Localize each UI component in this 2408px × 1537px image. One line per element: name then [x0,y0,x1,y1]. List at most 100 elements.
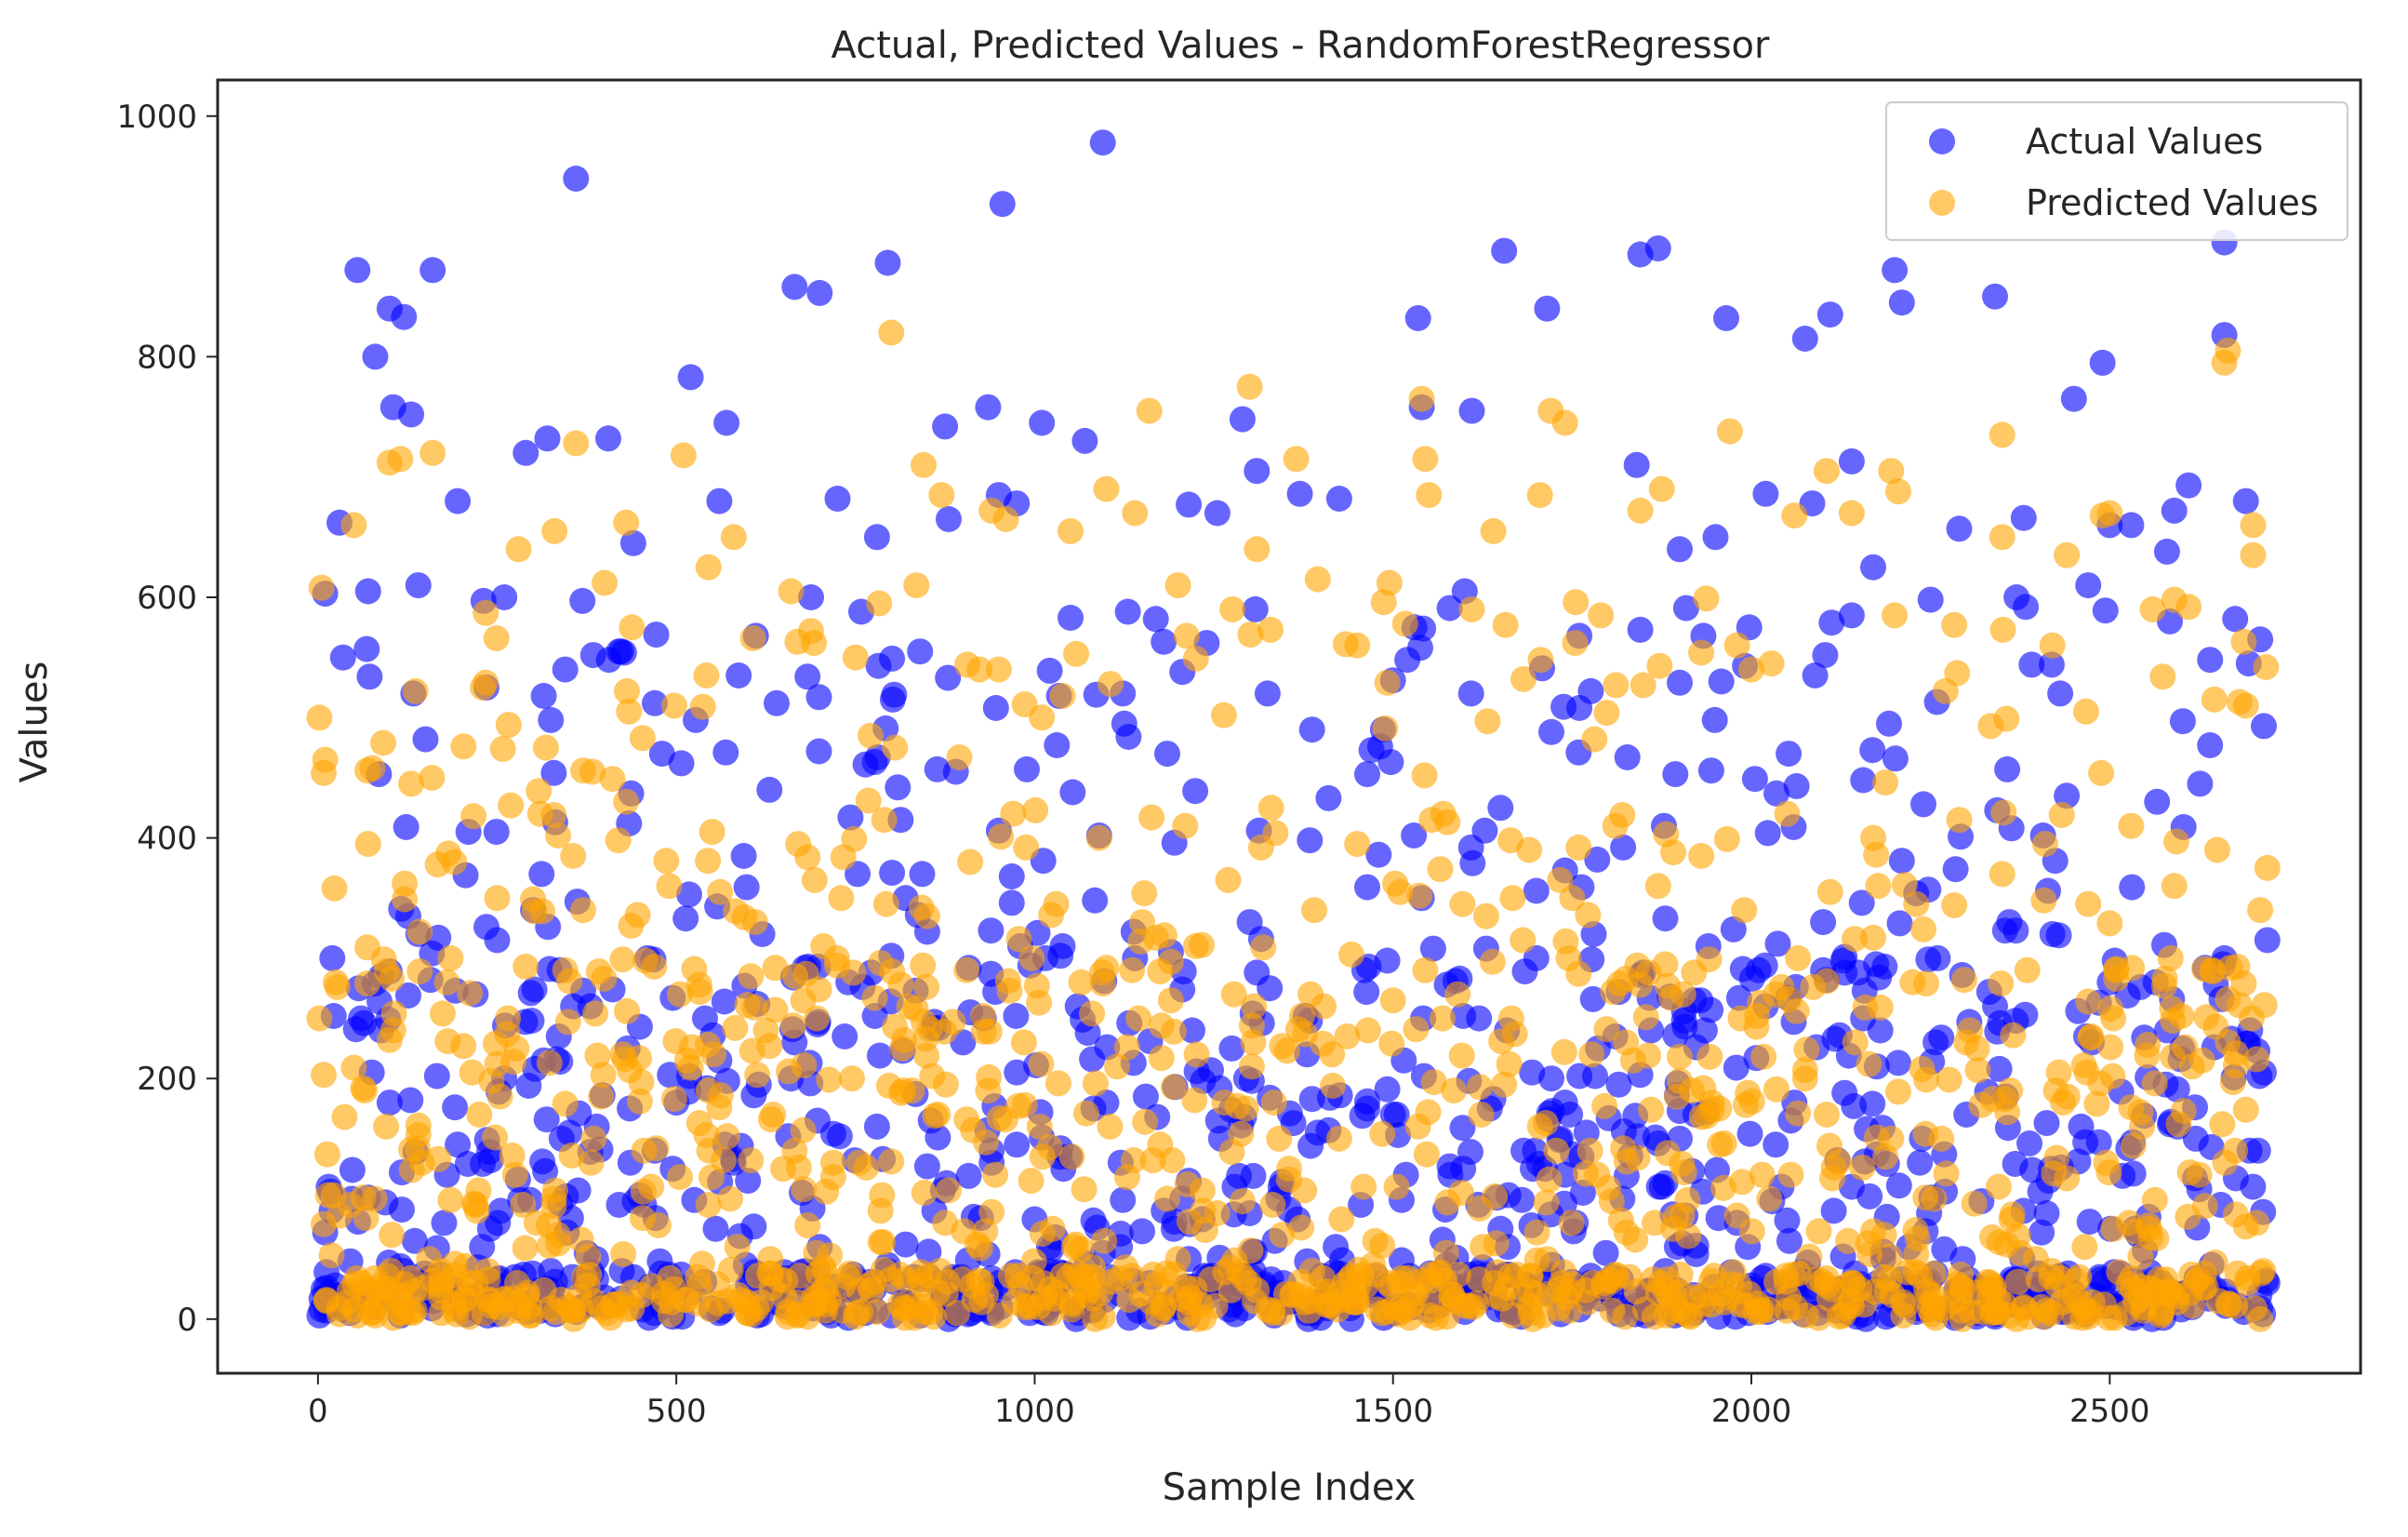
data-point [1961,1190,1988,1217]
data-point [1672,595,1699,621]
data-point [1536,1166,1563,1193]
data-point [2135,1032,2162,1058]
data-point [2118,1094,2145,1121]
data-point [2048,802,2075,828]
data-point [435,840,462,867]
data-point [1835,1227,1861,1254]
data-point [484,1050,511,1077]
data-point [693,1122,720,1148]
data-point [1212,1259,1239,1286]
data-point [619,614,645,641]
data-point [1449,1115,1476,1142]
data-point [2247,897,2274,924]
data-point [2045,922,2072,949]
y-tick-label: 200 [137,1061,197,1098]
data-point [2097,1034,2124,1061]
data-point [2193,1004,2220,1031]
data-point [516,1293,543,1320]
data-point [1781,502,1808,529]
x-tick-label: 2000 [1711,1393,1792,1430]
data-point [1072,1100,1099,1127]
data-point [972,1218,999,1245]
data-point [819,1164,846,1191]
data-point [756,776,783,803]
data-point [1325,1125,1352,1152]
data-point [588,1083,615,1110]
data-point [804,1005,831,1032]
data-point [1591,1092,1618,1119]
data-point [656,873,683,900]
data-point [698,1164,725,1191]
data-point [2224,954,2251,980]
data-point [1648,475,1675,502]
data-point [1260,1089,1287,1116]
data-point [423,1063,450,1089]
data-point [1499,1302,1526,1329]
data-point [1577,677,1604,704]
data-point [1885,1078,1911,1105]
data-point [1573,1160,1599,1187]
data-point [685,1263,712,1290]
data-point [1029,409,1056,436]
points-layer [306,129,2281,1332]
data-point [1215,866,1242,893]
data-point [1370,589,1397,616]
data-point [541,517,568,544]
data-point [1783,773,1810,799]
data-point [306,1005,333,1032]
data-point [1713,825,1740,852]
data-point [1491,1071,1518,1098]
data-point [360,1299,387,1326]
data-point [1018,1168,1044,1195]
data-point [1058,1143,1085,1170]
data-point [1652,905,1679,932]
data-point [1420,1069,1447,1096]
data-point [1378,1030,1405,1057]
data-point [911,1009,937,1036]
data-point [1523,1247,1550,1274]
data-point [1755,1296,1782,1323]
data-point [1915,946,1942,973]
data-point [1391,610,1418,637]
data-point [1697,1291,1724,1318]
plot-frame [216,78,2362,1375]
data-point [909,861,936,888]
data-point [1304,566,1331,593]
data-point [1575,902,1602,929]
data-point [319,944,346,971]
data-point [1174,1171,1201,1197]
data-point [1479,948,1506,975]
data-point [643,621,670,648]
data-point [517,980,544,1007]
data-point [1071,1176,1098,1203]
data-point [1286,480,1313,507]
data-point [1413,1141,1440,1168]
data-point [1450,1003,1477,1029]
data-point [1551,409,1578,436]
data-point [1000,800,1027,827]
data-point [1942,856,1969,883]
data-point [1856,1183,1883,1210]
data-point [738,963,765,990]
data-point [354,831,381,858]
data-point [1354,761,1380,788]
data-point [2222,1201,2249,1228]
data-point [2013,594,2040,621]
data-point [874,249,901,276]
data-point [1688,639,1715,666]
data-point [1262,820,1289,847]
x-tick-label: 2500 [2069,1393,2150,1430]
data-point [1763,780,1789,807]
data-point [593,1300,620,1327]
data-point [1644,235,1671,261]
data-point [1623,451,1650,478]
data-point [1859,737,1886,764]
data-point [1708,668,1735,695]
data-point [1036,657,1063,684]
data-point [960,1116,987,1143]
data-point [1204,1200,1231,1226]
data-point [1374,1076,1401,1103]
data-point [2060,385,2087,412]
legend-frame [1885,101,2348,241]
data-point [1994,755,2021,782]
